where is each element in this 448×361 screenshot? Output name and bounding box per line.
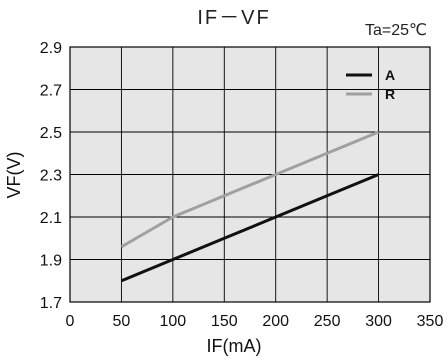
series-line-r bbox=[120, 130, 380, 249]
y-tick-label: 2.7 bbox=[40, 83, 62, 100]
x-tick-label: 250 bbox=[314, 313, 341, 330]
y-tick-label: 2.1 bbox=[40, 210, 62, 227]
y-tick-label: 1.9 bbox=[40, 253, 62, 270]
plot-border bbox=[69, 46, 431, 303]
series-line-a bbox=[120, 173, 380, 283]
x-tick-label: 0 bbox=[66, 313, 75, 330]
x-tick-label: 200 bbox=[262, 313, 289, 330]
temperature-annotation: Ta=25℃ bbox=[365, 22, 427, 39]
x-tick-label: 150 bbox=[211, 313, 238, 330]
tick-labels: 0 50 100 150 200 250 300 350 1.7 1.9 2.1 2.3 2.5 2.7 2… bbox=[40, 40, 444, 330]
x-tick-label: 100 bbox=[160, 313, 187, 330]
series-lines bbox=[120, 130, 380, 283]
chart-title: IF－VF bbox=[197, 7, 270, 29]
legend: AR bbox=[346, 67, 395, 102]
y-tick-label: 1.7 bbox=[40, 295, 62, 312]
x-tick-label: 300 bbox=[365, 313, 392, 330]
legend-label-a: A bbox=[385, 67, 395, 83]
y-axis-label: VF(V) bbox=[4, 152, 24, 199]
x-axis-label: IF(mA) bbox=[207, 336, 262, 356]
x-tick-label: 350 bbox=[417, 313, 444, 330]
x-tick-label: 50 bbox=[113, 313, 131, 330]
y-tick-label: 2.5 bbox=[40, 125, 62, 142]
y-tick-label: 2.9 bbox=[40, 40, 62, 57]
legend-label-r: R bbox=[385, 86, 395, 102]
y-tick-label: 2.3 bbox=[40, 168, 62, 185]
